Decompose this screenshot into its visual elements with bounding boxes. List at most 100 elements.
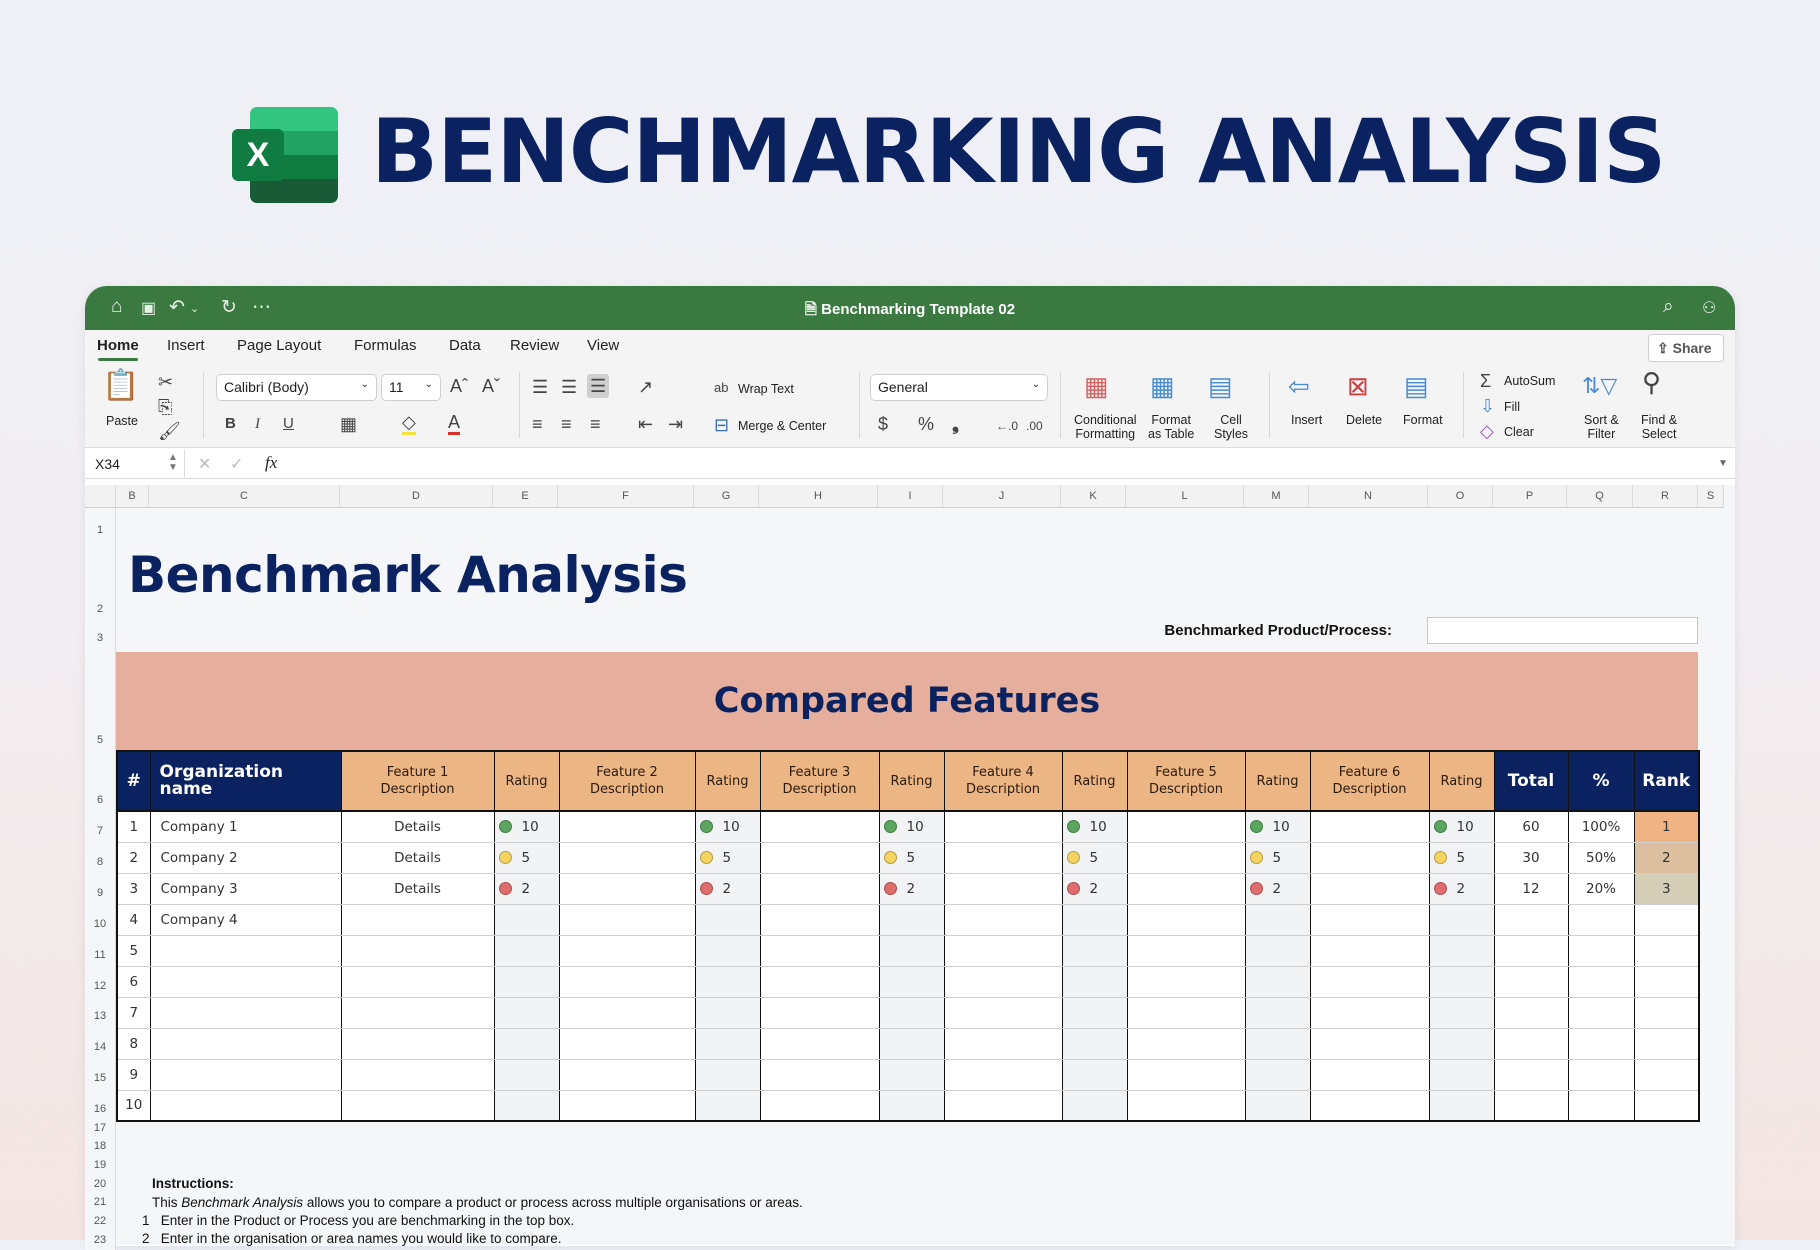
feature-description-cell[interactable] xyxy=(340,1028,494,1060)
rank-cell[interactable] xyxy=(1633,935,1699,967)
organization-cell[interactable] xyxy=(149,935,341,967)
formula-input[interactable] xyxy=(295,455,1695,475)
feature-description-cell[interactable] xyxy=(943,904,1062,936)
total-cell[interactable] xyxy=(1493,1028,1568,1060)
name-box-stepper-icon[interactable]: ▲ ▼ xyxy=(168,452,178,473)
column-header[interactable]: F xyxy=(558,485,694,508)
rating-cell[interactable] xyxy=(1244,1059,1310,1091)
tab-data[interactable]: Data xyxy=(449,337,481,354)
row-header[interactable]: 2 xyxy=(85,540,116,619)
row-header[interactable]: 16 xyxy=(85,1088,116,1119)
merge-center-button[interactable]: Merge & Center xyxy=(738,419,827,433)
comma-button[interactable]: ❟ xyxy=(952,414,960,434)
orientation-icon[interactable]: ↗ xyxy=(638,377,654,397)
save-icon[interactable]: ▣ xyxy=(141,300,157,317)
share-button[interactable]: ⇪ Share xyxy=(1648,334,1724,362)
more-icon[interactable]: ⋯ xyxy=(252,297,271,318)
cancel-icon[interactable]: ✕ xyxy=(198,456,212,473)
format-cells-button[interactable]: Format xyxy=(1403,413,1443,427)
row-header[interactable]: 13 xyxy=(85,996,116,1026)
rank-cell[interactable]: 3 xyxy=(1633,873,1699,905)
feature-description-cell[interactable] xyxy=(558,1059,695,1091)
column-header[interactable]: L xyxy=(1126,485,1244,508)
conditional-formatting-icon[interactable]: ▦ xyxy=(1084,371,1109,401)
feature-description-cell[interactable] xyxy=(943,935,1062,967)
column-header[interactable]: B xyxy=(116,485,149,508)
align-top-icon[interactable]: ☰ xyxy=(532,377,549,397)
borders-icon[interactable]: ▦ xyxy=(340,414,358,434)
feature-description-cell[interactable] xyxy=(558,1028,695,1060)
chevron-down-icon[interactable]: ⌄ xyxy=(190,303,200,315)
feature-description-cell[interactable] xyxy=(759,904,879,936)
feature-description-cell[interactable] xyxy=(759,935,879,967)
increase-decimal-icon[interactable]: ←.0 xyxy=(996,419,1019,433)
row-number-cell[interactable]: 10 xyxy=(116,1090,150,1122)
paste-icon[interactable]: 📋 xyxy=(102,369,140,402)
feature-description-cell[interactable] xyxy=(1309,1059,1429,1091)
row-header[interactable]: 3 xyxy=(85,619,116,648)
total-cell[interactable] xyxy=(1493,1090,1568,1122)
collaborate-icon[interactable]: ⚇ xyxy=(1702,300,1717,317)
row-header[interactable]: 15 xyxy=(85,1057,116,1088)
rating-cell[interactable] xyxy=(1428,1090,1494,1122)
clear-icon[interactable]: ◇ xyxy=(1480,421,1494,441)
insert-cells-icon[interactable]: ⇦ xyxy=(1288,371,1310,401)
feature-description-cell[interactable] xyxy=(1126,935,1245,967)
feature-description-cell[interactable] xyxy=(340,1059,494,1091)
feature-description-cell[interactable] xyxy=(1126,842,1245,874)
rating-cell[interactable]: 2 xyxy=(493,873,559,905)
feature-description-cell[interactable] xyxy=(558,811,695,843)
feature-description-cell[interactable] xyxy=(340,997,494,1029)
feature-description-cell[interactable] xyxy=(1126,873,1245,905)
feature-description-cell[interactable] xyxy=(759,1090,879,1122)
feature-description-cell[interactable] xyxy=(1309,873,1429,905)
rating-cell[interactable] xyxy=(694,1028,760,1060)
percent-cell[interactable] xyxy=(1567,966,1634,998)
rating-cell[interactable] xyxy=(493,935,559,967)
rating-cell[interactable]: 2 xyxy=(694,873,760,905)
rating-cell[interactable] xyxy=(1061,935,1127,967)
feature-description-cell[interactable] xyxy=(759,966,879,998)
rating-cell[interactable] xyxy=(1244,997,1310,1029)
feature-description-cell[interactable]: Details xyxy=(340,873,494,905)
function-icon[interactable]: fx xyxy=(265,453,278,472)
increase-indent-icon[interactable]: ⇥ xyxy=(668,414,684,434)
cut-icon[interactable]: ✂ xyxy=(158,372,174,392)
tab-page-layout[interactable]: Page Layout xyxy=(237,337,322,354)
row-number-cell[interactable]: 7 xyxy=(116,997,150,1029)
column-header[interactable]: H xyxy=(759,485,878,508)
column-header[interactable]: J xyxy=(943,485,1061,508)
rating-cell[interactable] xyxy=(1244,1090,1310,1122)
column-header[interactable]: O xyxy=(1428,485,1493,508)
rating-cell[interactable]: 10 xyxy=(694,811,760,843)
total-cell[interactable] xyxy=(1493,904,1568,936)
feature-description-cell[interactable] xyxy=(943,1090,1062,1122)
total-cell[interactable]: 30 xyxy=(1493,842,1568,874)
organization-cell[interactable] xyxy=(149,997,341,1029)
rating-cell[interactable]: 2 xyxy=(1428,873,1494,905)
font-family-select[interactable]: Calibri (Body) ⌄ xyxy=(216,374,377,401)
number-format-select[interactable]: General ⌄ xyxy=(870,374,1048,401)
column-header[interactable]: P xyxy=(1493,485,1567,508)
rating-cell[interactable]: 10 xyxy=(1428,811,1494,843)
rating-cell[interactable] xyxy=(694,997,760,1029)
organization-cell[interactable]: Company 3 xyxy=(149,873,341,905)
feature-description-cell[interactable] xyxy=(1126,1059,1245,1091)
feature-description-cell[interactable] xyxy=(1309,842,1429,874)
feature-description-cell[interactable]: Details xyxy=(340,811,494,843)
rating-cell[interactable]: 5 xyxy=(1061,842,1127,874)
feature-description-cell[interactable] xyxy=(340,966,494,998)
feature-description-cell[interactable] xyxy=(558,966,695,998)
rating-cell[interactable]: 5 xyxy=(493,842,559,874)
feature-description-cell[interactable] xyxy=(1309,904,1429,936)
font-color-icon[interactable]: A xyxy=(448,412,461,435)
format-as-table-button[interactable]: Format as Table xyxy=(1148,413,1195,441)
tab-formulas[interactable]: Formulas xyxy=(354,337,417,354)
underline-button[interactable]: U xyxy=(283,415,294,432)
organization-cell[interactable]: Company 4 xyxy=(149,904,341,936)
row-header[interactable]: 23 xyxy=(85,1231,116,1250)
row-header[interactable]: 6 xyxy=(85,750,116,810)
feature-description-cell[interactable] xyxy=(759,997,879,1029)
feature-description-cell[interactable] xyxy=(943,1028,1062,1060)
percent-cell[interactable]: 50% xyxy=(1567,842,1634,874)
